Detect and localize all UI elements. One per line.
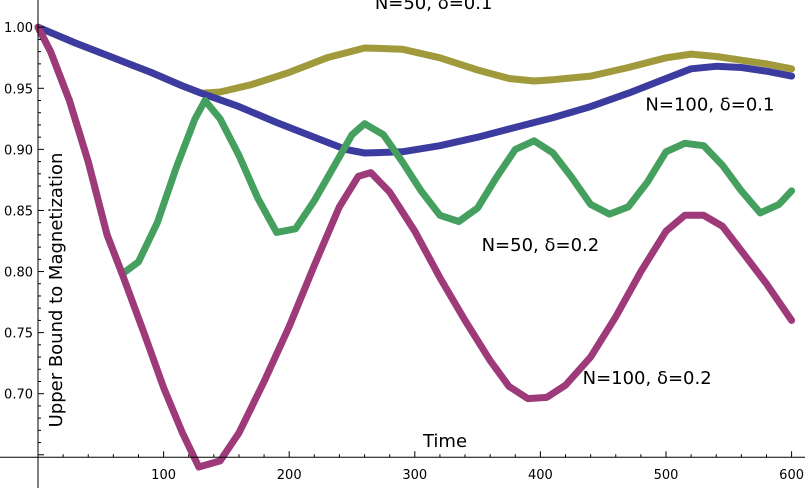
series-labels: N=50, δ=0.1 N=100, δ=0.1 N=50, δ=0.2 N=100,… [375,0,775,389]
x-tick-label: 300 [402,468,427,483]
x-tick-label: 200 [277,468,302,483]
y-tick-label: 0.80 [4,266,33,281]
series-label-1: N=50, δ=0.1 [375,0,493,14]
x-tick-label: 400 [528,468,553,483]
y-axis-title: Upper Bound to Magnetization [46,153,67,428]
series-line-4 [34,23,796,471]
plot-series-group [34,23,796,471]
series-line-3 [34,23,796,278]
x-axis-title: Time [422,431,467,452]
y-axis: 0.70 0.75 0.80 0.85 0.90 0.95 1.00 [4,0,44,488]
x-tick-label: 100 [151,468,176,483]
y-tick-label: 0.70 [4,388,33,403]
y-tick-label: 0.95 [4,82,33,97]
x-axis: 100 200 300 400 500 600 [0,451,805,483]
y-tick-label: 0.75 [4,327,33,342]
x-tick-label: 500 [654,468,679,483]
y-tick-label: 0.85 [4,204,33,219]
series-label-2: N=100, δ=0.1 [645,94,774,115]
series-line-2 [34,23,796,157]
series-label-4: N=100, δ=0.2 [583,368,712,389]
y-tick-label: 1.00 [4,21,33,36]
x-tick-label: 600 [779,468,804,483]
series-label-3: N=50, δ=0.2 [482,235,600,256]
y-tick-label: 0.90 [4,143,33,158]
series-line-1 [34,23,796,97]
